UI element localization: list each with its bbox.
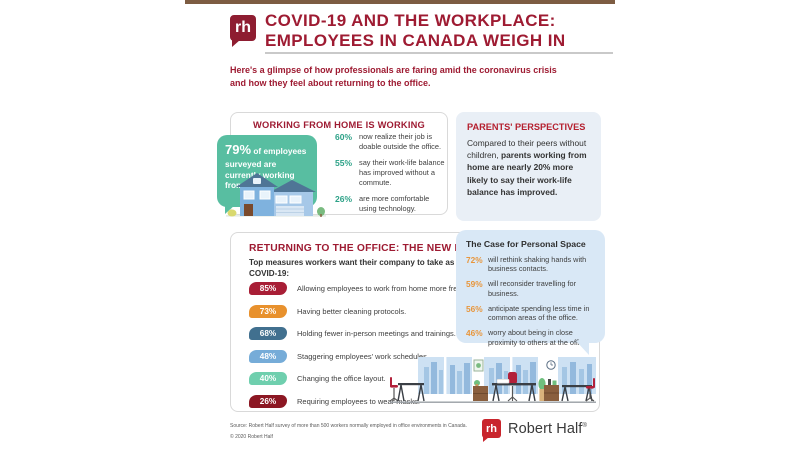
wfh-stats-list: 60% now realize their job is doable outs… bbox=[335, 132, 447, 220]
personal-space-title: The Case for Personal Space bbox=[466, 239, 586, 249]
source-line: Source: Robert Half survey of more than … bbox=[230, 423, 467, 429]
measure-row: 26% Requiring employees to wear masks. bbox=[249, 394, 483, 408]
measure-row: 40% Changing the office layout. bbox=[249, 372, 483, 386]
house-illustration bbox=[223, 170, 329, 218]
wfh-stat-percent: 26% bbox=[335, 194, 353, 205]
parents-section-title: PARENTS' PERSPECTIVES bbox=[467, 122, 586, 132]
measure-badge: 48% bbox=[249, 349, 287, 363]
wfh-stat-percent: 60% bbox=[335, 132, 353, 142]
parents-emphasis-text: parents working from home are nearly 20%… bbox=[467, 150, 587, 197]
brand-wordmark: Robert Half® bbox=[508, 421, 587, 437]
parents-lead-text: Compared to their peers without children… bbox=[467, 138, 587, 161]
measure-row: 73% Having better cleaning protocols. bbox=[249, 304, 483, 318]
measure-label: Allowing employees to work from home mor… bbox=[297, 284, 484, 293]
parents-body-text: Compared to their peers without children… bbox=[467, 137, 590, 198]
wfh-stat-row: 60% now realize their job is doable outs… bbox=[335, 132, 447, 151]
measure-row: 48% Staggering employees' work schedules… bbox=[249, 349, 483, 363]
title-divider bbox=[265, 52, 613, 54]
personal-space-percent: 56% bbox=[466, 303, 483, 314]
robert-half-speech-bubble-logo-icon: rh bbox=[230, 15, 256, 47]
title-line-1: COVID-19 AND THE WORKPLACE: bbox=[265, 11, 556, 30]
measure-label: Having better cleaning protocols. bbox=[297, 306, 407, 316]
footer-source: Source: Robert Half survey of more than … bbox=[230, 421, 467, 443]
logo-text: rh bbox=[235, 19, 251, 36]
personal-space-percent: 72% bbox=[466, 255, 483, 265]
infographic-sheet: rh COVID-19 AND THE WORKPLACE: EMPLOYEES… bbox=[185, 0, 615, 450]
title-line-2: EMPLOYEES IN CANADA WEIGH IN bbox=[265, 30, 566, 50]
personal-space-stat-row: 59% will reconsider travelling for busin… bbox=[466, 279, 595, 298]
personal-space-text: will rethink shaking hands with business… bbox=[488, 255, 587, 274]
personal-space-text: will reconsider travelling for business. bbox=[488, 279, 577, 298]
measure-row: 68% Holding fewer in-person meetings and… bbox=[249, 327, 483, 341]
personal-space-percent: 59% bbox=[466, 279, 483, 290]
measure-row: 85% Allowing employees to work from home… bbox=[249, 282, 483, 295]
top-accent-bar bbox=[185, 0, 615, 4]
personal-space-percent: 46% bbox=[466, 328, 483, 339]
footer-logo-text: rh bbox=[486, 422, 497, 435]
measure-label: Requiring employees to wear masks. bbox=[297, 396, 420, 406]
measure-badge: 85% bbox=[249, 282, 287, 295]
measure-badge: 26% bbox=[249, 394, 287, 408]
footer-brand: rh Robert Half® bbox=[482, 419, 587, 442]
wfh-stat-text: now realize their job is doable outside … bbox=[359, 132, 442, 151]
wfh-stat-percent: 55% bbox=[335, 158, 353, 169]
working-from-home-section: WORKING FROM HOME IS WORKING 79% of empl… bbox=[217, 112, 448, 217]
page-title: COVID-19 AND THE WORKPLACE: EMPLOYEES IN… bbox=[265, 11, 566, 50]
measure-label: Holding fewer in-person meetings and tra… bbox=[297, 329, 456, 339]
measures-list: 85% Allowing employees to work from home… bbox=[249, 282, 483, 418]
wfh-stat-row: 26% are more comfortable using technolog… bbox=[335, 194, 447, 213]
wfh-stat-text: are more comfortable using technology. bbox=[359, 194, 430, 213]
personal-space-stat-row: 56% anticipate spending less time in com… bbox=[466, 304, 595, 323]
wfh-section-title: WORKING FROM HOME IS WORKING bbox=[253, 120, 425, 130]
parents-perspectives-section: PARENTS' PERSPECTIVES Compared to their … bbox=[456, 112, 601, 221]
personal-space-stat-row: 46% worry about being in close proximity… bbox=[466, 328, 595, 347]
wfh-stat-row: 55% say their work-life balance has impr… bbox=[335, 158, 447, 187]
personal-space-text: worry about being in close proximity to … bbox=[488, 328, 590, 347]
measure-badge: 73% bbox=[249, 304, 287, 318]
wfh-stat-text: say their work-life balance has improved… bbox=[359, 158, 445, 187]
measure-badge: 68% bbox=[249, 327, 287, 341]
brand-text: Robert Half bbox=[508, 420, 583, 437]
office-illustration bbox=[389, 355, 596, 405]
measure-label: Staggering employees' work schedules. bbox=[297, 351, 429, 361]
personal-space-section: The Case for Personal Space 72% will ret… bbox=[456, 230, 605, 355]
robert-half-logo-icon: rh bbox=[482, 419, 501, 442]
wfh-bubble-percent: 79% bbox=[225, 142, 252, 157]
returning-section-title: RETURNING TO THE OFFICE: THE NEW NORMS bbox=[249, 243, 494, 254]
returning-section-subtitle: Top measures workers want their company … bbox=[249, 258, 496, 278]
personal-space-stat-row: 72% will rethink shaking hands with busi… bbox=[466, 255, 595, 274]
copyright-line: © 2020 Robert Half bbox=[230, 434, 273, 440]
intro-text: Here's a glimpse of how professionals ar… bbox=[230, 65, 557, 89]
registered-mark: ® bbox=[582, 422, 587, 429]
measure-label: Changing the office layout. bbox=[297, 374, 386, 384]
personal-space-text: anticipate spending less time in common … bbox=[488, 303, 590, 323]
measure-badge: 40% bbox=[249, 372, 287, 386]
